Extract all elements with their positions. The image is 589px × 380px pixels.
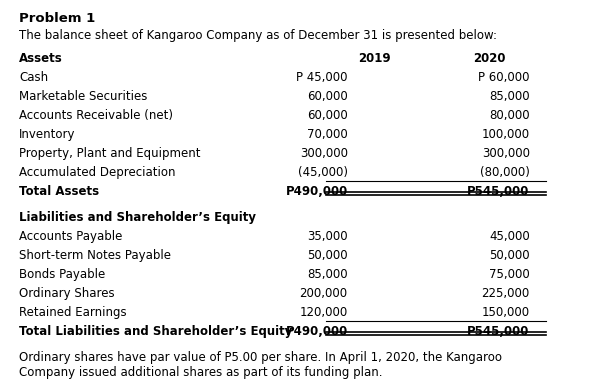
Text: Assets: Assets — [19, 52, 63, 65]
Text: P 45,000: P 45,000 — [296, 71, 348, 84]
Text: 70,000: 70,000 — [307, 128, 348, 141]
Text: 150,000: 150,000 — [482, 306, 530, 319]
Text: P490,000: P490,000 — [286, 325, 348, 338]
Text: Marketable Securities: Marketable Securities — [19, 90, 147, 103]
Text: 80,000: 80,000 — [489, 109, 530, 122]
Text: (45,000): (45,000) — [297, 166, 348, 179]
Text: Accounts Receivable (net): Accounts Receivable (net) — [19, 109, 173, 122]
Text: 100,000: 100,000 — [482, 128, 530, 141]
Text: 2020: 2020 — [473, 52, 505, 65]
Text: 35,000: 35,000 — [307, 230, 348, 243]
Text: Short-term Notes Payable: Short-term Notes Payable — [19, 249, 171, 262]
Text: P 60,000: P 60,000 — [478, 71, 530, 84]
Text: 200,000: 200,000 — [300, 287, 348, 300]
Text: Property, Plant and Equipment: Property, Plant and Equipment — [19, 147, 201, 160]
Text: Inventory: Inventory — [19, 128, 75, 141]
Text: 50,000: 50,000 — [307, 249, 348, 262]
Text: 85,000: 85,000 — [489, 90, 530, 103]
Text: 60,000: 60,000 — [307, 90, 348, 103]
Text: 60,000: 60,000 — [307, 109, 348, 122]
Text: 300,000: 300,000 — [300, 147, 348, 160]
Text: Liabilities and Shareholder’s Equity: Liabilities and Shareholder’s Equity — [19, 211, 256, 224]
Text: 50,000: 50,000 — [489, 249, 530, 262]
Text: 2019: 2019 — [359, 52, 391, 65]
Text: Ordinary Shares: Ordinary Shares — [19, 287, 115, 300]
Text: The balance sheet of Kangaroo Company as of December 31 is presented below:: The balance sheet of Kangaroo Company as… — [19, 29, 497, 42]
Text: 85,000: 85,000 — [307, 268, 348, 281]
Text: Problem 1: Problem 1 — [19, 12, 95, 25]
Text: (80,000): (80,000) — [480, 166, 530, 179]
Text: 75,000: 75,000 — [489, 268, 530, 281]
Text: Cash: Cash — [19, 71, 48, 84]
Text: Ordinary shares have par value of P5.00 per share. In April 1, 2020, the Kangaro: Ordinary shares have par value of P5.00 … — [19, 351, 502, 379]
Text: P490,000: P490,000 — [286, 185, 348, 198]
Text: Accounts Payable: Accounts Payable — [19, 230, 123, 243]
Text: P545,000: P545,000 — [467, 185, 530, 198]
Text: 225,000: 225,000 — [481, 287, 530, 300]
Text: 120,000: 120,000 — [299, 306, 348, 319]
Text: Bonds Payable: Bonds Payable — [19, 268, 105, 281]
Text: 300,000: 300,000 — [482, 147, 530, 160]
Text: Accumulated Depreciation: Accumulated Depreciation — [19, 166, 176, 179]
Text: Total Liabilities and Shareholder’s Equity: Total Liabilities and Shareholder’s Equi… — [19, 325, 293, 338]
Text: 45,000: 45,000 — [489, 230, 530, 243]
Text: Total Assets: Total Assets — [19, 185, 99, 198]
Text: P545,000: P545,000 — [467, 325, 530, 338]
Text: Retained Earnings: Retained Earnings — [19, 306, 127, 319]
